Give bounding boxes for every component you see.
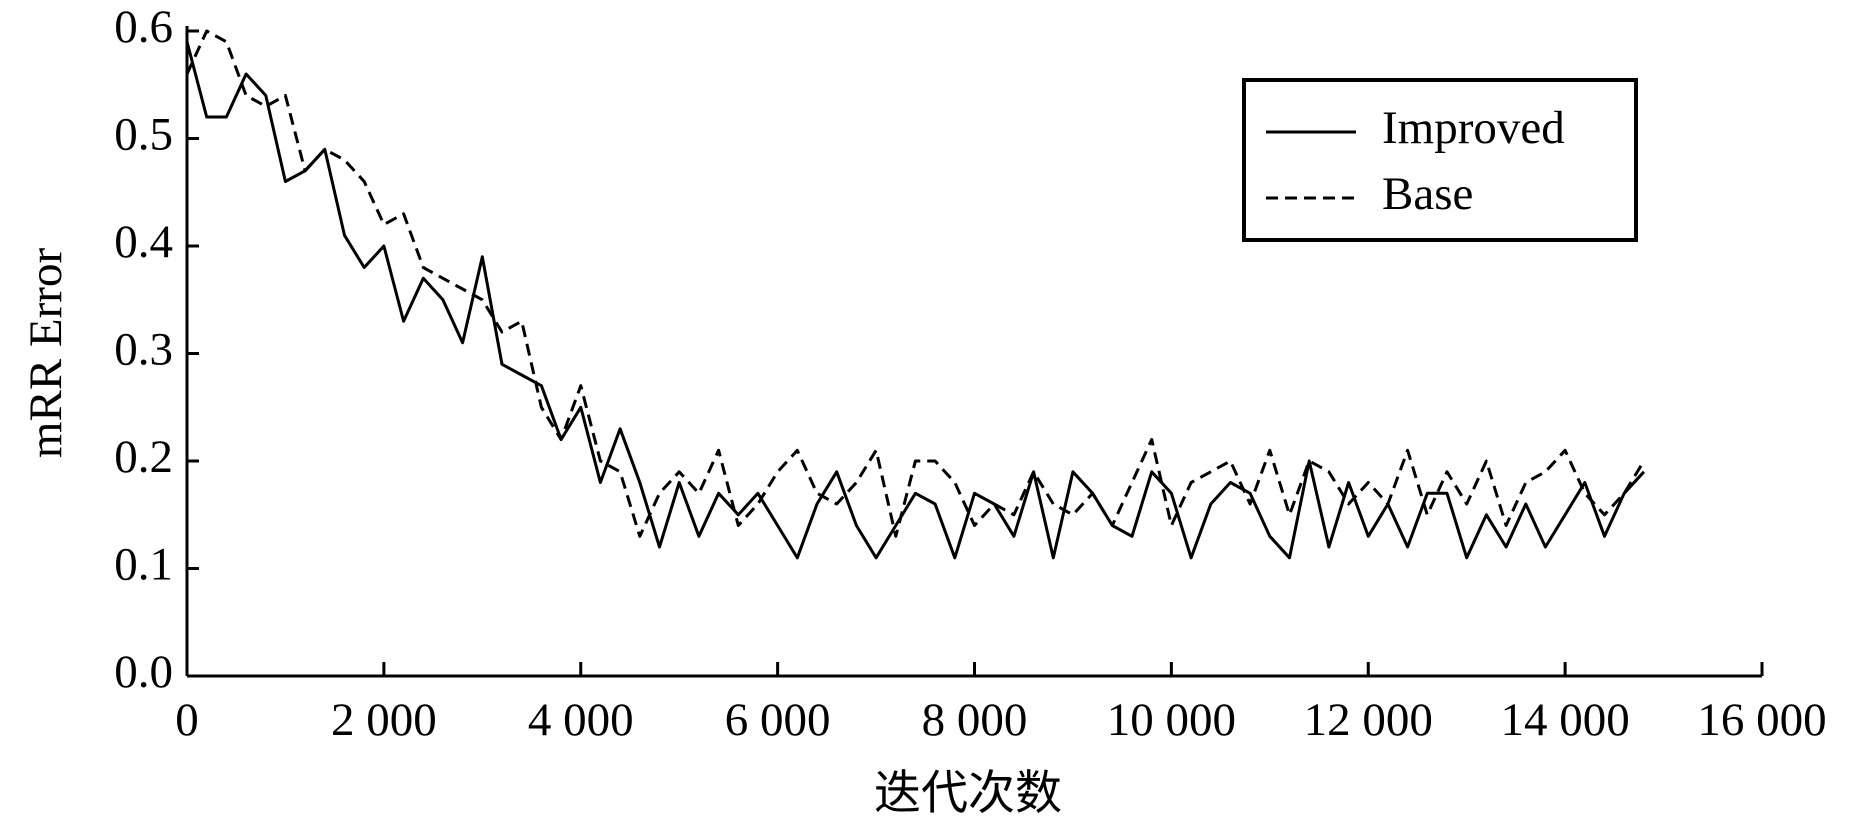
line-series xyxy=(185,29,1646,538)
y-tick-label: 0.2 xyxy=(114,431,173,483)
legend-box xyxy=(1242,78,1638,242)
x-tick-label: 2 000 xyxy=(331,694,437,746)
x-tick-label: 8 000 xyxy=(922,694,1028,746)
y-tick-label: 0.6 xyxy=(114,1,173,53)
line-series xyxy=(185,41,1646,560)
legend-label: Improved xyxy=(1382,102,1565,154)
y-tick-label: 0.3 xyxy=(114,323,173,375)
y-axis-label: mRR Error xyxy=(20,248,72,459)
x-tick-label: 16 000 xyxy=(1697,694,1826,746)
y-tick-label: 0.5 xyxy=(114,108,173,160)
x-tick-label: 6 000 xyxy=(725,694,831,746)
legend-label: Base xyxy=(1382,168,1473,220)
y-tick-label: 0.0 xyxy=(114,646,173,698)
x-tick-label: 12 000 xyxy=(1304,694,1433,746)
y-tick-label: 0.1 xyxy=(114,538,173,590)
y-tick-label: 0.4 xyxy=(114,216,173,268)
x-tick-label: 0 xyxy=(175,694,199,746)
x-tick-label: 14 000 xyxy=(1501,694,1630,746)
x-tick-label: 10 000 xyxy=(1107,694,1236,746)
x-axis-label: 迭代次数 xyxy=(874,768,1062,820)
x-tick-label: 4 000 xyxy=(528,694,634,746)
